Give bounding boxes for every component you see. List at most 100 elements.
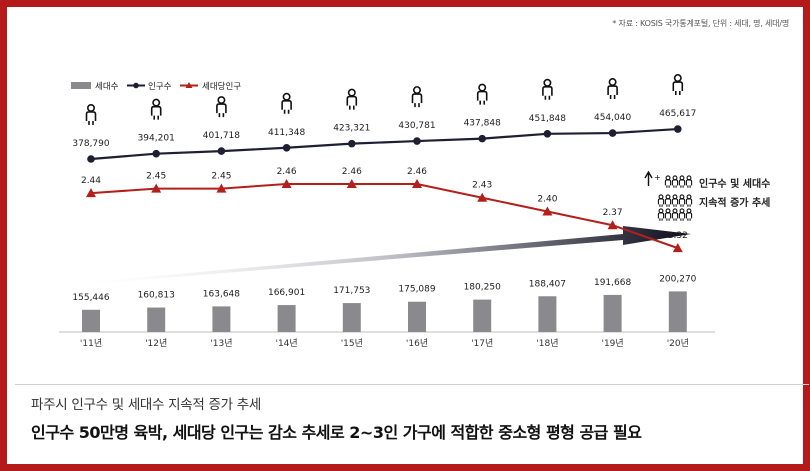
per-household-point-0 (86, 188, 96, 198)
per-household-label-2: 2.45 (211, 172, 231, 182)
x-tick-label-7: '18년 (536, 338, 558, 349)
legend-swatch-households (71, 82, 91, 89)
population-label-7: 451,848 (529, 114, 566, 124)
population-label-0: 378,790 (72, 139, 109, 149)
x-tick-label-4: '15년 (341, 338, 363, 349)
per-household-point-2 (216, 183, 227, 193)
per-household-point-3 (281, 179, 292, 188)
population-label-5: 430,781 (398, 121, 435, 131)
population-layer: 378,790 394,201 401,718 411,348 423,321 430,7… (72, 74, 696, 163)
person-icon (672, 74, 684, 96)
person-icon (281, 92, 292, 115)
bar-households-7 (538, 296, 557, 332)
bar-label-households-9: 200,270 (659, 274, 696, 284)
trend-note: + 인구수 및 세대수 지속적 증가 추세 (644, 170, 770, 222)
trend-note-line-2: 지속적 증가 추세 (699, 196, 770, 209)
bar-households-0 (82, 309, 100, 332)
population-point-3 (282, 143, 291, 152)
per-household-label-6: 2.43 (472, 181, 492, 191)
legend-marker-population (133, 82, 139, 89)
bar-households-8 (603, 294, 622, 332)
bar-label-households-0: 155,446 (72, 293, 109, 303)
person-icon (607, 78, 618, 100)
person-icon (85, 104, 97, 126)
per-household-point-7 (542, 206, 553, 216)
population-label-1: 394,201 (138, 134, 175, 144)
per-household-label-5: 2.46 (407, 167, 427, 177)
trend-arrow (55, 226, 691, 287)
bar-label-households-5: 175,089 (398, 285, 435, 295)
per-household-label-7: 2.40 (537, 194, 557, 204)
caption-block: 파주시 인구수 및 세대수 지속적 증가 추세 인구수 50만명 육박, 세대당… (31, 393, 801, 443)
population-point-0 (87, 155, 95, 163)
population-point-1 (152, 149, 160, 158)
per-household-label-4: 2.46 (342, 167, 362, 177)
population-label-3: 411,348 (268, 128, 305, 138)
bar-label-households-4: 171,753 (333, 286, 370, 296)
population-label-2: 401,718 (203, 131, 240, 141)
x-tick-label-5: '16년 (406, 338, 428, 349)
combo-chart: 세대수 인구수 세대당인구 + (55, 74, 770, 349)
per-household-layer: 2.44 2.45 2.45 2.46 2.46 2.46 2.43 2.40 2.37 2.32 (81, 167, 688, 253)
bar-households-9 (668, 291, 687, 332)
x-tick-label-2: '13년 (210, 338, 232, 349)
bar-households-5 (408, 301, 426, 332)
chart-area: 세대수 인구수 세대당인구 + (15, 35, 809, 385)
bar-label-households-3: 166,901 (268, 288, 305, 298)
x-tick-label-8: '19년 (601, 338, 623, 349)
bar-label-households-1: 160,813 (138, 291, 175, 301)
trend-note-line-1: 인구수 및 세대수 (699, 177, 770, 190)
population-label-4: 423,321 (333, 124, 370, 134)
per-household-label-0: 2.44 (81, 176, 101, 186)
population-point-7 (543, 129, 552, 138)
legend-label-households: 세대수 (95, 82, 119, 92)
per-household-label-3: 2.46 (277, 167, 297, 177)
x-tick-label-1: '12년 (145, 338, 167, 349)
bars-layer: 155,446 160,813 163,648 166,901 171,753 175,0… (72, 274, 697, 332)
x-tick-labels: '11년 '12년 '13년 '14년 '15년 '16년 '17년 '18년 '19년 '20년 (80, 338, 689, 349)
population-label-8: 454,040 (594, 113, 631, 123)
x-tick-label-3: '14년 (275, 338, 297, 349)
bar-households-6 (473, 299, 492, 332)
population-point-5 (413, 137, 421, 145)
per-household-line (90, 183, 679, 250)
person-icon (411, 86, 423, 108)
bar-label-households-7: 188,407 (529, 279, 566, 289)
legend-label-per-household: 세대당인구 (202, 81, 241, 92)
person-icon (346, 88, 358, 111)
per-household-point-4 (346, 179, 357, 188)
person-icon (216, 96, 227, 118)
x-tick-label-9: '20년 (667, 338, 689, 349)
population-point-8 (608, 129, 617, 137)
person-icon (542, 78, 553, 101)
population-point-2 (217, 147, 226, 155)
per-household-point-8 (607, 220, 618, 230)
per-household-label-1: 2.45 (146, 172, 166, 182)
population-line (90, 127, 678, 161)
bar-households-4 (342, 303, 361, 332)
per-household-point-9 (672, 243, 683, 253)
up-people-icon: + (644, 170, 693, 222)
per-household-label-8: 2.37 (603, 208, 623, 218)
legend-marker-per-household (185, 82, 193, 88)
per-household-label-9: 2.32 (668, 231, 688, 241)
per-household-point-1 (151, 183, 162, 193)
person-icon (476, 83, 488, 106)
x-tick-label-0: '11년 (80, 338, 102, 349)
bar-label-households-6: 180,250 (464, 283, 501, 293)
per-household-point-6 (477, 192, 488, 202)
population-point-4 (348, 139, 356, 148)
caption-divider (15, 384, 809, 385)
bar-households-2 (212, 306, 231, 332)
svg-text:+: + (654, 173, 661, 182)
legend-label-population: 인구수 (148, 81, 172, 92)
bar-households-3 (277, 305, 296, 332)
bar-label-households-8: 191,668 (594, 278, 631, 288)
x-tick-label-6: '17년 (471, 338, 493, 349)
per-household-point-5 (412, 179, 422, 188)
source-note: * 자료 : KOSIS 국가통계포털, 단위 : 세대, 명, 세대/명 (612, 19, 789, 28)
population-point-6 (478, 134, 487, 143)
bar-label-households-2: 163,648 (203, 289, 240, 299)
caption-subtitle: 파주시 인구수 및 세대수 지속적 증가 추세 (31, 397, 261, 413)
